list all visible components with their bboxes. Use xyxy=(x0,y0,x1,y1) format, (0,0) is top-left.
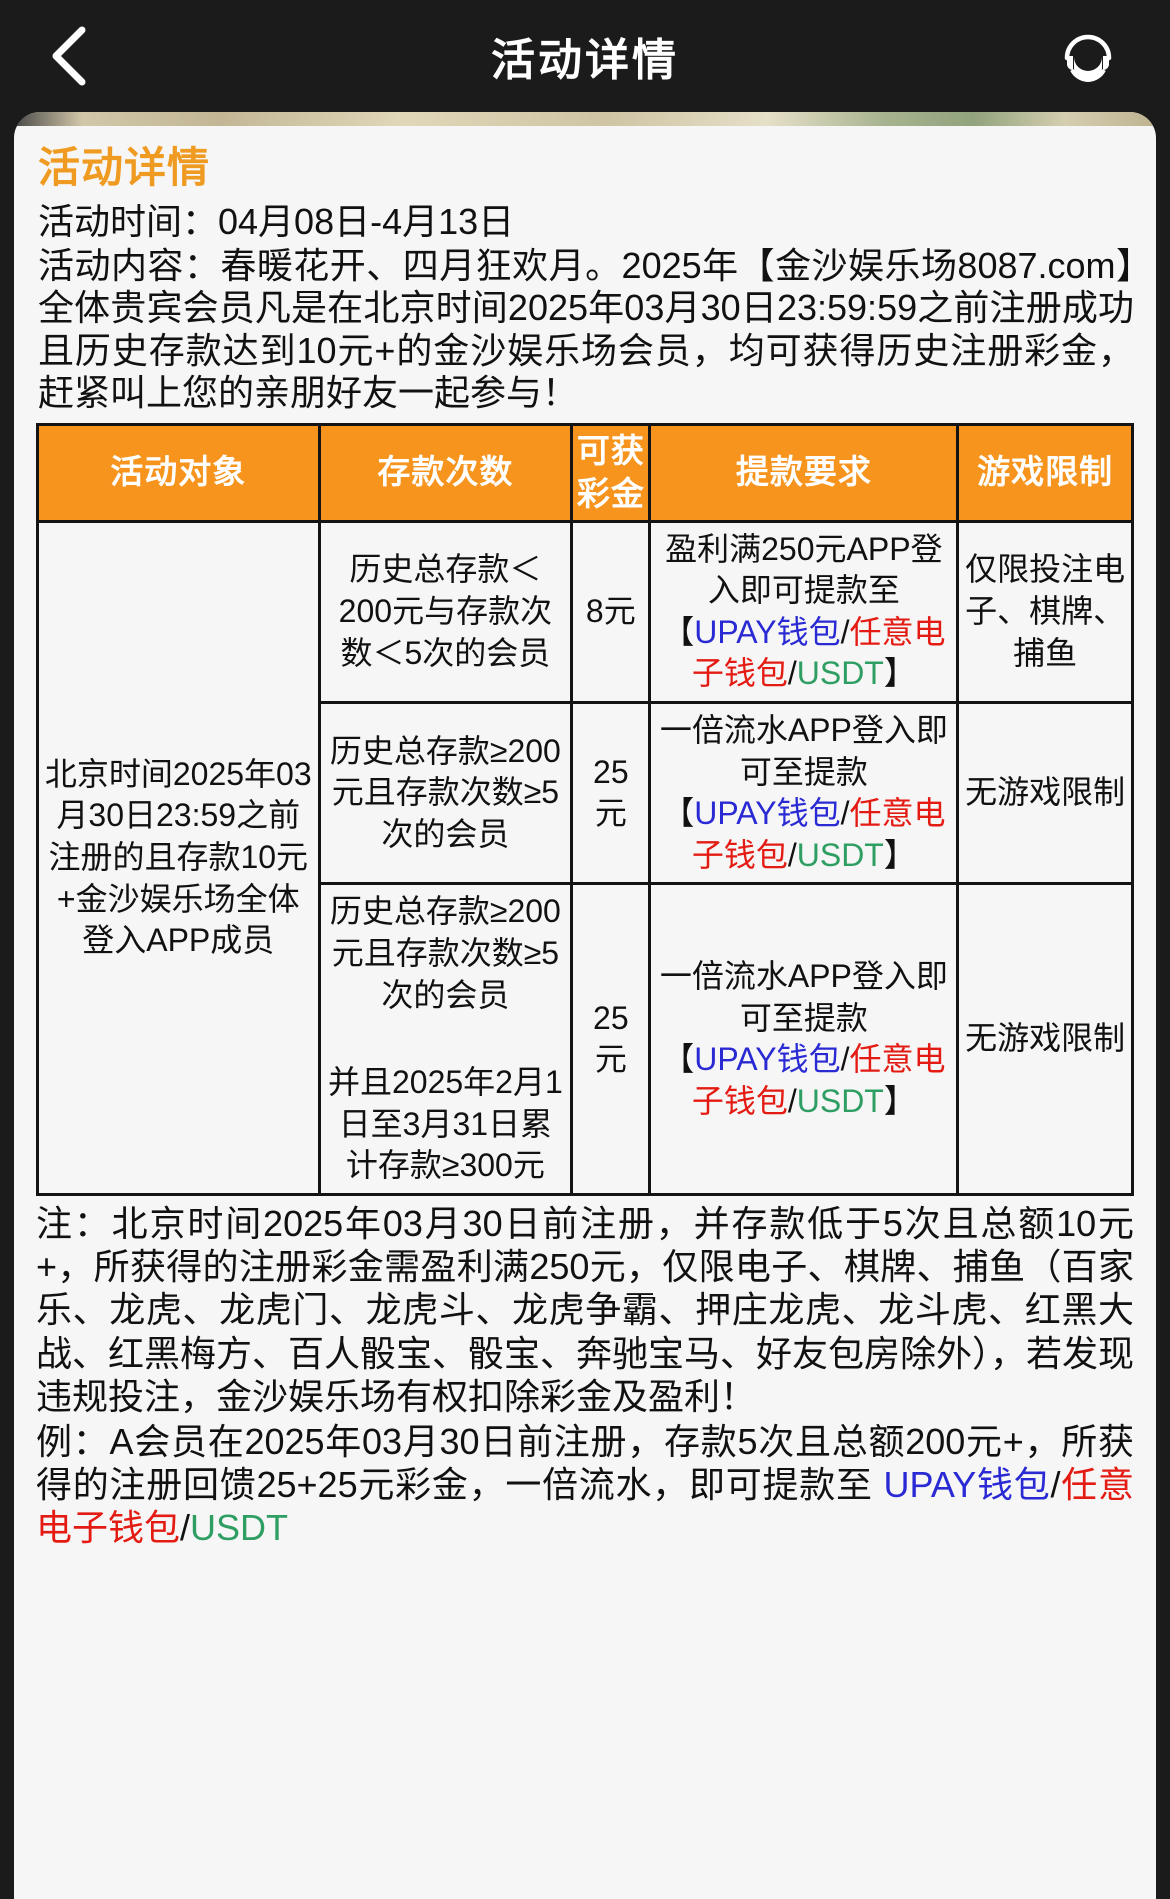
example-slash-1: / xyxy=(1050,1464,1061,1506)
banner-image-strip xyxy=(14,112,1156,126)
deposit-times-extra-3: 并且2025年2月1日至3月31日累计存款≥300元 xyxy=(327,1064,563,1184)
any-ewallet-label-3: 任意电子钱包 xyxy=(691,1041,946,1119)
bracket-open-3: 【 xyxy=(662,1041,695,1078)
top-navigation-bar: 活动详情 xyxy=(0,0,1170,112)
cell-withdraw-requirement-2: 一倍流水APP登入即可至提款 【UPAY钱包/任意电子钱包/USDT】 xyxy=(648,700,960,886)
chevron-left-icon xyxy=(48,24,92,88)
column-header-game-limit: 游戏限制 xyxy=(956,422,1134,523)
bracket-open-1: 【 xyxy=(662,613,695,650)
withdraw-plain-1: 盈利满250元APP登入即可提款至 xyxy=(665,530,943,609)
cell-game-limit-2: 无游戏限制 xyxy=(956,700,1134,886)
activity-time-paragraph: 活动时间：04月08日-4月13日 xyxy=(38,200,515,242)
usdt-label-2: USDT xyxy=(796,836,884,873)
slash-1b: / xyxy=(787,655,797,692)
cell-deposit-times-3: 历史总存款≥200元且存款次数≥5次的会员 并且2025年2月1日至3月31日累… xyxy=(317,882,574,1196)
withdraw-channels-3: 【UPAY钱包/任意电子钱包/USDT】 xyxy=(655,1039,952,1122)
table-header-row: 活动对象 存款次数 可获彩金 提款要求 游戏限制 xyxy=(36,422,1134,523)
activity-detail-card: 活动详情 活动时间：04月08日-4月13日 活动内容：春暖花开、四月狂欢月。2… xyxy=(14,112,1156,1899)
example-slash-2: / xyxy=(180,1507,191,1549)
any-ewallet-label-1: 任意电子钱包 xyxy=(691,613,946,692)
bracket-close-1: 】 xyxy=(883,655,916,692)
page-title: 活动详情 xyxy=(491,36,679,85)
activity-content-paragraph: 活动内容：春暖花开、四月狂欢月。2025年【金沙娱乐场8087.com】全体贵宾… xyxy=(38,244,1134,414)
withdraw-channels-1: 【UPAY钱包/任意电子钱包/USDT】 xyxy=(655,612,952,695)
cell-game-limit-1: 仅限投注电子、棋牌、捕鱼 xyxy=(956,519,1134,705)
customer-service-button[interactable] xyxy=(1056,24,1120,88)
column-header-deposit-times: 存款次数 xyxy=(317,422,574,523)
section-title: 活动详情 xyxy=(38,144,211,191)
bracket-close-3: 】 xyxy=(883,1082,916,1119)
cell-bonus-1: 8元 xyxy=(570,519,652,705)
cell-spacer xyxy=(325,1016,567,1062)
table-row: 历史总存款≥200元且存款次数≥5次的会员 25元 一倍流水APP登入即可至提款… xyxy=(38,700,1134,886)
bracket-close-2: 】 xyxy=(883,836,916,873)
example-ewallet-label: 任意电子钱包 xyxy=(36,1464,1134,1549)
upay-wallet-label-3: UPAY钱包 xyxy=(694,1041,841,1078)
usdt-label-3: USDT xyxy=(796,1082,884,1119)
deposit-times-text-2: 历史总存款≥200元且存款次数≥5次的会员 xyxy=(329,732,561,852)
slash-1a: / xyxy=(840,613,850,650)
card-body: 活动详情 活动时间：04月08日-4月13日 活动内容：春暖花开、四月狂欢月。2… xyxy=(14,126,1156,1196)
slash-3b: / xyxy=(787,1082,797,1119)
deposit-times-text-1: 历史总存款＜200元与存款次数＜5次的会员 xyxy=(338,551,553,671)
upay-wallet-label-1: UPAY钱包 xyxy=(694,613,841,650)
withdraw-plain-2: 一倍流水APP登入即可至提款 xyxy=(659,712,948,790)
usdt-label-1: USDT xyxy=(796,655,884,692)
cell-bonus-2: 25元 xyxy=(570,700,652,886)
column-header-bonus: 可获彩金 xyxy=(570,422,652,523)
slash-2b: / xyxy=(787,836,797,873)
column-header-object: 活动对象 xyxy=(36,422,321,523)
slash-2a: / xyxy=(840,795,850,832)
cell-deposit-times-2: 历史总存款≥200元且存款次数≥5次的会员 xyxy=(317,700,574,886)
note-paragraph: 注：北京时间2025年03月30日前注册，并存款低于5次且总额10元+，所获得的… xyxy=(36,1202,1135,1417)
cell-activity-object: 北京时间2025年03月30日23:59之前注册的且存款10元+金沙娱乐场全体登… xyxy=(36,519,321,1196)
example-paragraph: 例：A会员在2025年03月30日前注册，存款5次且总额200元+，所获得的注册… xyxy=(36,1420,1134,1550)
cell-bonus-3: 25元 xyxy=(570,882,652,1196)
cell-game-limit-3: 无游戏限制 xyxy=(956,882,1134,1196)
example-upay-label: UPAY钱包 xyxy=(883,1464,1051,1506)
slash-3a: / xyxy=(840,1041,850,1078)
example-usdt-label: USDT xyxy=(190,1507,289,1549)
promotion-table: 活动对象 存款次数 可获彩金 提款要求 游戏限制 北京时间2025年03月30日… xyxy=(36,422,1134,1196)
bracket-open-2: 【 xyxy=(662,795,695,832)
headset-icon xyxy=(1058,24,1118,89)
withdraw-plain-3: 一倍流水APP登入即可至提款 xyxy=(659,957,948,1036)
upay-wallet-label-2: UPAY钱包 xyxy=(694,795,841,832)
cell-withdraw-requirement-1: 盈利满250元APP登入即可提款至 【UPAY钱包/任意电子钱包/USDT】 xyxy=(648,519,960,705)
table-row: 历史总存款≥200元且存款次数≥5次的会员 并且2025年2月1日至3月31日累… xyxy=(38,882,1134,1196)
table-row: 北京时间2025年03月30日23:59之前注册的且存款10元+金沙娱乐场全体登… xyxy=(36,519,1134,1196)
withdraw-channels-2: 【UPAY钱包/任意电子钱包/USDT】 xyxy=(655,793,952,876)
any-ewallet-label-2: 任意电子钱包 xyxy=(691,795,946,873)
back-button[interactable] xyxy=(40,20,100,92)
column-header-withdraw-requirement: 提款要求 xyxy=(648,422,960,523)
cell-deposit-times-1: 历史总存款＜200元与存款次数＜5次的会员 xyxy=(317,519,574,705)
notes-section: 注：北京时间2025年03月30日前注册，并存款低于5次且总额10元+，所获得的… xyxy=(14,1196,1156,1550)
deposit-times-text-3: 历史总存款≥200元且存款次数≥5次的会员 xyxy=(329,893,561,1013)
cell-withdraw-requirement-3: 一倍流水APP登入即可至提款 【UPAY钱包/任意电子钱包/USDT】 xyxy=(648,882,960,1196)
example-lead-text: 例：A会员在2025年03月30日前注册，存款5次且总额200元+，所获得的注册… xyxy=(36,1420,1134,1506)
